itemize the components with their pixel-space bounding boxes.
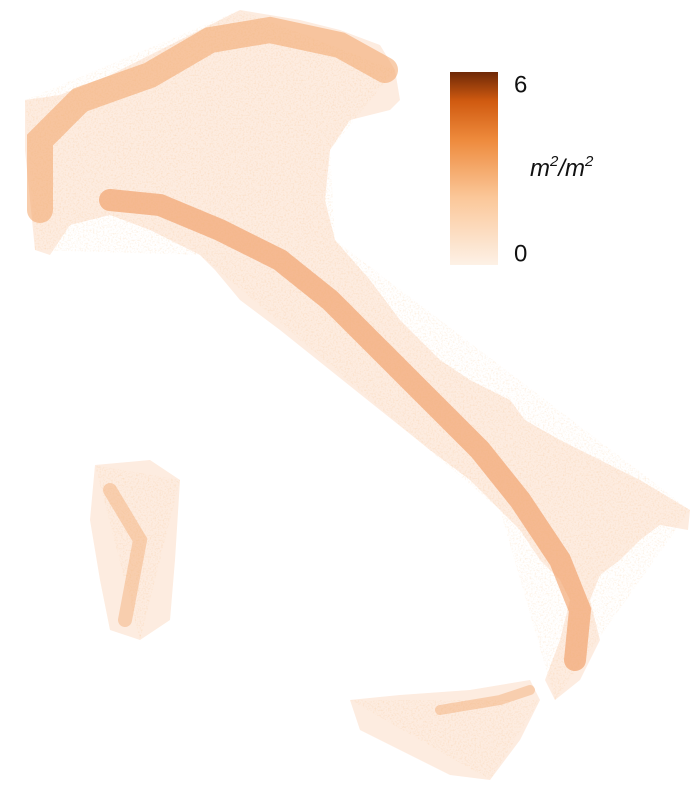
italy <box>0 0 692 802</box>
colorbar-unit: m2/m2 <box>530 153 594 182</box>
unit-exponent: 2 <box>584 153 594 170</box>
map: m2/m2 60 <box>0 0 692 802</box>
unit-base: m <box>530 155 550 182</box>
colorbar-tick-label: 0 <box>514 240 527 267</box>
colorbar-tick-label: 6 <box>514 71 527 98</box>
unit-base: /m <box>556 155 585 182</box>
colorbar <box>450 72 498 265</box>
page: m2/m2 60 (() => { const data = JSON.pars… <box>0 0 692 802</box>
